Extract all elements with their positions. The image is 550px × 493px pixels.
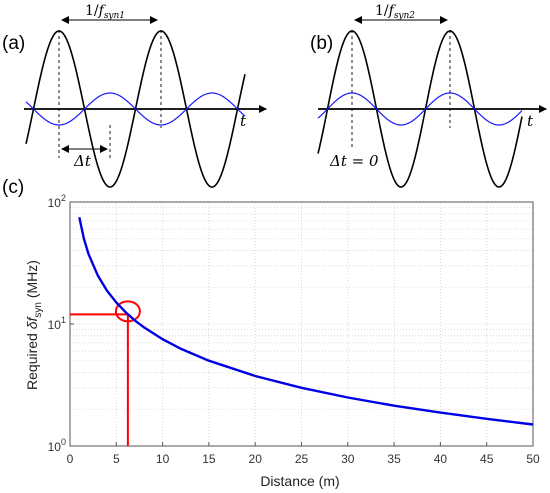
y-tick-label: 100 — [48, 437, 66, 454]
panel-a-period-label: 1/fsyn1 — [85, 3, 125, 21]
x-tick-label: 15 — [202, 452, 216, 466]
y-tick-label: 102 — [48, 193, 66, 210]
panel-a-label: (a) — [2, 33, 25, 54]
x-tick-label: 10 — [156, 452, 170, 466]
panel-c-label: (c) — [2, 177, 24, 198]
x-tick-label: 0 — [67, 452, 74, 466]
panel-a: (a) t 1/fsyn1 Δt — [2, 3, 267, 188]
panel-a-delta-label: Δt — [73, 152, 92, 170]
marker-circle — [114, 300, 141, 323]
panel-a-time-label: t — [240, 112, 247, 130]
x-tick-label: 20 — [249, 452, 263, 466]
panel-b-delta-label: Δt = 0 — [329, 152, 379, 170]
x-tick-label: 5 — [113, 452, 120, 466]
panel-c: (c) 0 5 10 15 20 25 30 35 40 45 50 100 101 102 Dista… — [2, 177, 540, 489]
x-tick-label: 45 — [480, 452, 494, 466]
x-axis-title: Distance (m) — [260, 473, 339, 489]
y-tick-label: 101 — [48, 315, 66, 332]
panel-b-time-label: t — [527, 112, 534, 130]
series-line-required-dfsyn — [78, 216, 534, 426]
y-axis-title: Required δfsyn (MHz) — [24, 260, 44, 390]
x-tick-label: 35 — [387, 452, 401, 466]
x-tick-label: 50 — [526, 452, 540, 466]
x-tick-label: 30 — [341, 452, 355, 466]
panel-b-label: (b) — [310, 33, 333, 54]
x-tick-label: 40 — [434, 452, 448, 466]
x-tick-label: 25 — [295, 452, 309, 466]
y-axis-ticks: 100 101 102 — [48, 193, 74, 454]
x-axis-ticks: 0 5 10 15 20 25 30 35 40 45 50 — [67, 442, 540, 466]
panel-a-blue-wave — [25, 92, 246, 126]
panel-b-period-label: 1/fsyn2 — [375, 3, 415, 21]
marker-group — [70, 300, 141, 446]
panel-b: (b) t 1/fsyn2 Δt = 0 — [310, 3, 547, 188]
